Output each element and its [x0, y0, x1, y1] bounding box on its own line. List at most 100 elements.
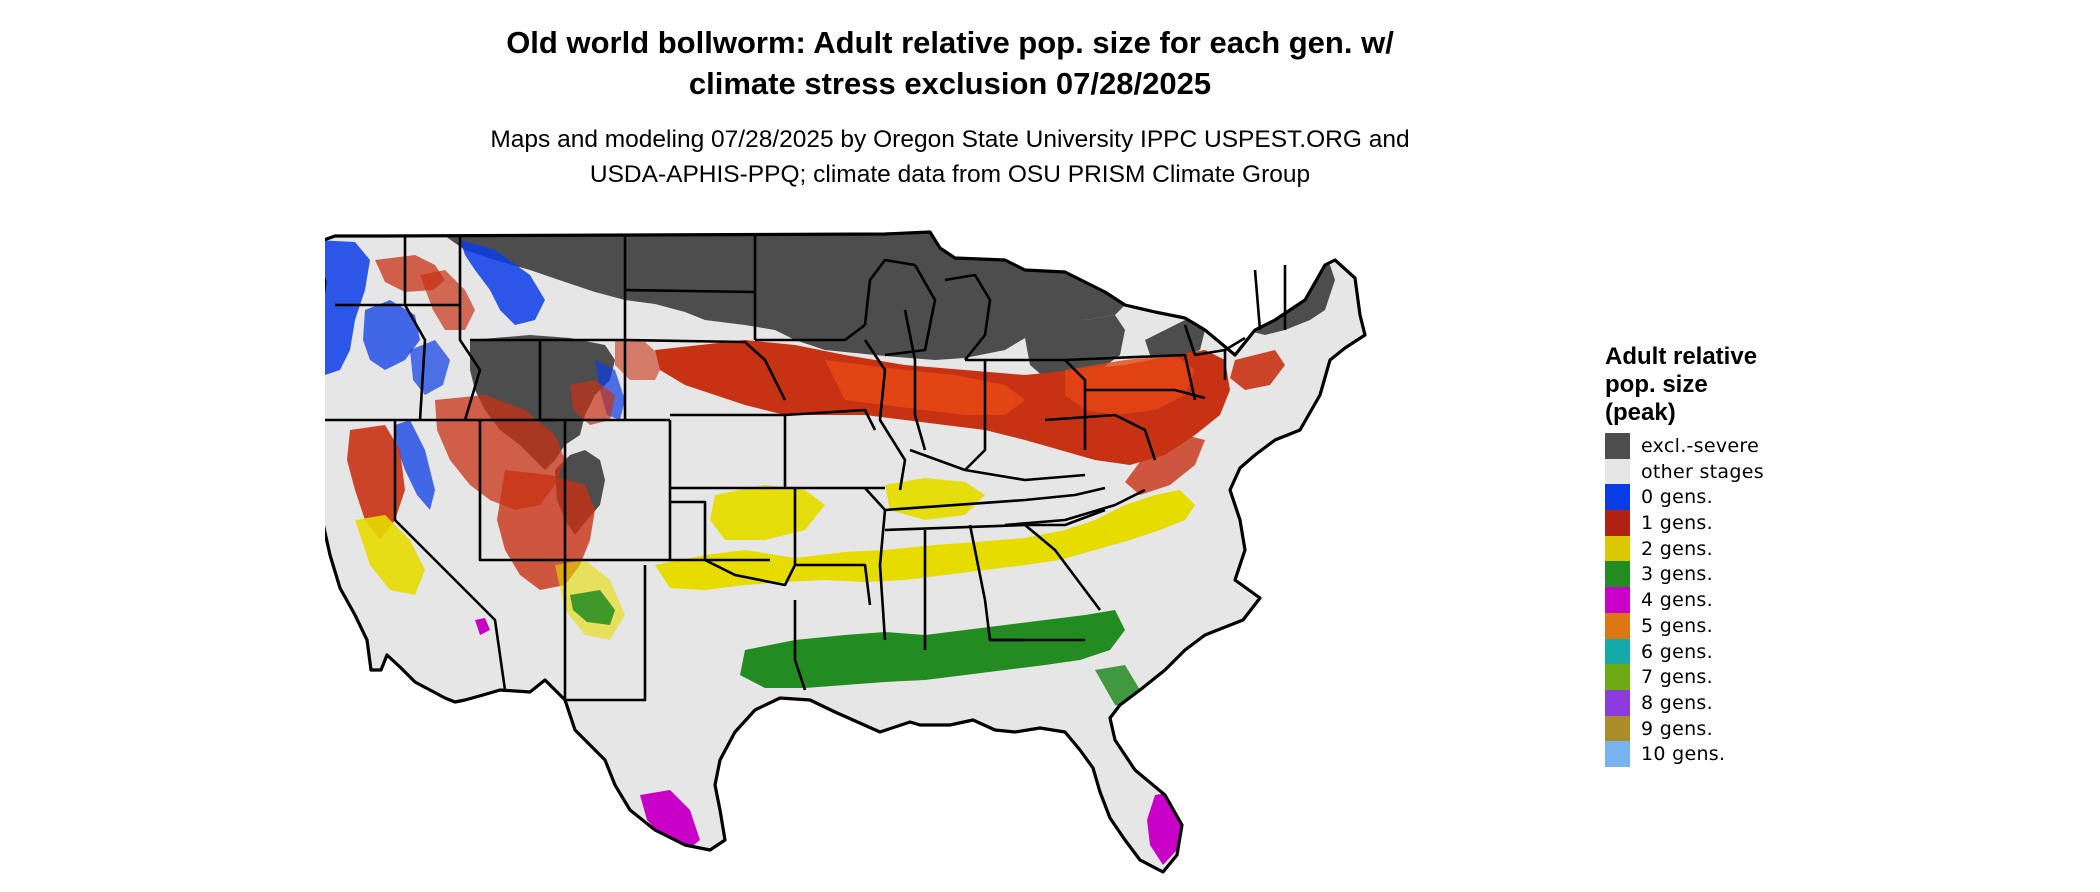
border-id-mt [458, 236, 482, 421]
legend-title-line-1: Adult relative [1605, 343, 1758, 370]
legend-item: 10 gens. [1605, 741, 1757, 767]
border-pa-ny [1064, 353, 1197, 401]
excluded-region-rockies [470, 335, 615, 470]
one-gen-region-northern-california [347, 425, 405, 540]
legend-swatch [1605, 433, 1630, 459]
border-ok-tx [704, 488, 797, 587]
map-title: Old world bollworm: Adult relative pop. … [0, 22, 1900, 104]
border-ny-ma [1183, 324, 1246, 357]
border-oh-pa [985, 358, 1087, 450]
legend-title-line-2: pop. size [1605, 371, 1708, 398]
legend-title-line-3: (peak) [1605, 399, 1676, 426]
zero-gen-region-bighorn [595, 360, 625, 420]
border-nc-sc [1004, 488, 1146, 527]
legend-swatch [1605, 484, 1630, 511]
legend-item: 2 gens. [1605, 535, 1757, 562]
legend-label: excl.-severe [1641, 435, 1760, 457]
four-gen-region-south-texas [640, 790, 700, 852]
four-gen-region-arizona-patch [475, 618, 490, 635]
border-wv-va [1044, 413, 1157, 461]
state-borders [325, 234, 1287, 702]
border-ca-nv [393, 420, 507, 691]
border-tx-la [793, 600, 807, 691]
zero-gen-region-sierra [395, 420, 435, 510]
one-gen-region-dakota [615, 340, 665, 380]
legend-swatch [1605, 715, 1630, 742]
one-gen-region-appalachia [1125, 435, 1205, 495]
legend-item: 5 gens. [1605, 612, 1757, 639]
border-pa-md [1085, 388, 1206, 400]
legend-label: 6 gens. [1641, 640, 1713, 663]
border-in-oh [964, 358, 987, 471]
one-gen-region-wyoming [570, 380, 615, 425]
map-subtitle-line-2: USDA-APHIS-PPQ; climate data from OSU PR… [589, 161, 1311, 188]
border-nd-sd [624, 288, 756, 294]
legend-swatch [1605, 638, 1630, 665]
zero-gen-region-northern-rockies [460, 240, 545, 325]
excluded-region-upper-michigan [1025, 315, 1125, 390]
legend-items: excl.-severe other stages 0 gens. 1 gens. 2 … [1605, 433, 1764, 767]
border-il-in [903, 309, 927, 451]
border-ok-panhandle [670, 500, 707, 560]
border-nv-ut-az [478, 420, 565, 562]
border-ky-tn [909, 448, 1086, 482]
two-gen-region-central-valley [355, 515, 425, 595]
legend-swatch [1605, 587, 1630, 613]
border-ia-mo [784, 408, 877, 431]
border-tn-south [884, 508, 1106, 532]
legend-item: 7 gens. [1605, 664, 1757, 690]
border-tn-north [884, 486, 1106, 512]
zero-gen-region-idaho [410, 340, 450, 395]
legend-swatch [1605, 510, 1630, 536]
excluded-region-north [445, 232, 1125, 360]
legend-item: other stages [1605, 458, 1764, 485]
border-il-west [863, 339, 907, 491]
one-gen-region-new-england-south [1230, 350, 1285, 390]
legend-item: 0 gens. [1605, 484, 1757, 511]
legend-swatch [1605, 664, 1630, 690]
legend-label: 4 gens. [1641, 589, 1713, 612]
map-title-line-1: Old world bollworm: Adult relative pop. … [506, 25, 1394, 60]
legend-item: 4 gens. [1605, 587, 1757, 613]
legend-swatch [1605, 561, 1630, 588]
legend-item: 6 gens. [1605, 638, 1757, 665]
legend-swatch [1605, 458, 1630, 485]
legend-swatch [1605, 689, 1630, 716]
legend-swatch [1605, 612, 1630, 639]
map-subtitle: Maps and modeling 07/28/2025 by Oregon S… [0, 122, 1900, 192]
legend-label: 0 gens. [1641, 486, 1713, 509]
border-nm-tx [565, 565, 647, 702]
legend-swatch [1605, 741, 1630, 767]
border-vt-nh [1253, 269, 1262, 331]
legend-item: excl.-severe [1605, 433, 1760, 459]
legend-item: 3 gens. [1605, 561, 1757, 588]
border-ga-sc [1024, 524, 1102, 611]
us-map [325, 230, 1367, 874]
border-ar-la [795, 563, 872, 606]
us-outline [325, 230, 1367, 874]
border-wi-mn [863, 258, 916, 326]
border-sd-ne [624, 338, 787, 401]
legend-title: Adult relative pop. size (peak) [1605, 343, 1757, 427]
three-gen-region-arizona [570, 590, 615, 625]
legend-label: 1 gens. [1641, 512, 1713, 535]
legend-label: 9 gens. [1641, 717, 1713, 740]
two-gen-region-southern-band [655, 490, 1195, 590]
legend-label: 5 gens. [1641, 614, 1713, 637]
border-michigan [944, 273, 992, 361]
zero-gen-region-cascades [325, 240, 370, 375]
one-gen-region-iowa-illinois [825, 360, 1025, 415]
legend-item: 1 gens. [1605, 510, 1757, 536]
border-ms-river [864, 487, 887, 641]
legend-item: 9 gens. [1605, 715, 1757, 742]
legend-label: 3 gens. [1641, 563, 1713, 586]
border-wa-id-or-id [403, 236, 427, 421]
one-gen-region-ohio-pennsylvania [1065, 355, 1195, 415]
legend-label: other stages [1641, 460, 1764, 483]
legend-swatch [1605, 535, 1630, 562]
zero-gen-region-oregon [363, 300, 420, 370]
legend-label: 7 gens. [1641, 666, 1713, 689]
excluded-region-adirondacks [1145, 320, 1205, 358]
border-mn-ia [755, 323, 866, 342]
legend-label: 10 gens. [1641, 743, 1726, 766]
